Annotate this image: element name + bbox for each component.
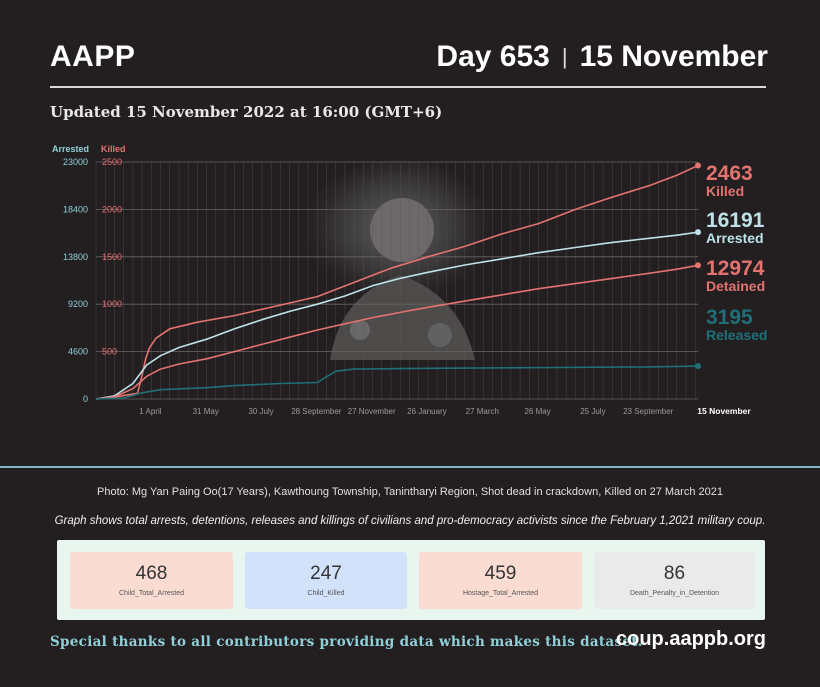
series-endpoint-killed [695, 162, 701, 169]
stat-value: 247 [310, 563, 342, 584]
photo-credit: Photo: Mg Yan Paing Oo(17 Years), Kawtho… [97, 486, 723, 498]
series-final-value: 3195 [706, 306, 753, 329]
stat-value: 86 [663, 563, 686, 584]
right-tick-label: 1000 [102, 299, 122, 309]
x-tick-label: 1 April [139, 407, 161, 416]
x-tick-label: 28 September [291, 407, 342, 416]
updated-timestamp: Updated 15 November 2022 at 16:00 (GMT+6… [50, 103, 443, 121]
series-final-value: 16191 [706, 209, 765, 232]
series-endpoint-arrested [695, 229, 701, 236]
series-final-value: 2463 [706, 162, 753, 185]
x-tick-label: 26 May [524, 407, 550, 416]
left-tick-label: 18400 [63, 204, 88, 214]
stat-label: Child_Total_Arrested [119, 590, 184, 597]
stat-card-child-arrested: 468 Child_Total_Arrested [70, 552, 233, 609]
line-chart: 23000 18400 13800 9200 4600 0 2500 2000 1500 100… [52, 144, 767, 416]
stat-card-death-penalty: 86 Death_Penalty_in_Detention [594, 552, 755, 609]
stat-card-child-killed: 247 Child_Killed [245, 552, 407, 609]
photo-portrait [303, 160, 493, 360]
left-tick-label: 4600 [68, 347, 88, 357]
x-tick-label: 30 July [248, 407, 273, 416]
stat-label: Death_Penalty_in_Detention [629, 590, 720, 597]
brand-title: AAPP [50, 40, 136, 73]
series-lines [95, 162, 701, 400]
x-tick-label: 27 November [348, 407, 396, 416]
day-separator: | [561, 44, 568, 69]
day-label: Day 653 [436, 40, 550, 73]
x-axis: 1 April 31 May 30 July 28 September 27 Novem… [139, 406, 751, 416]
chart-grid [95, 161, 698, 400]
section-divider [0, 466, 820, 468]
x-tick-label: 25 July [580, 407, 605, 416]
left-axis-title: Arrested [52, 144, 89, 154]
right-axis: 2500 2000 1500 1000 500 [102, 157, 122, 357]
left-tick-label: 23000 [63, 157, 88, 167]
stat-value: 459 [484, 563, 517, 584]
series-endpoint-detained [695, 262, 701, 269]
x-tick-label: 23 September [623, 407, 674, 416]
graph-description: Graph shows total arrests, detentions, r… [54, 515, 766, 527]
left-axis: 23000 18400 13800 9200 4600 0 [63, 157, 88, 404]
series-name-label: Killed [706, 183, 744, 199]
header-rule [50, 86, 766, 88]
series-final-value: 12974 [706, 257, 765, 280]
x-tick-label: 26 January [407, 407, 447, 416]
x-tick-label: 27 March [466, 407, 499, 416]
series-line-killed [95, 164, 699, 400]
day-counter: Day 653 | 15 November [436, 40, 768, 74]
right-axis-title: Killed [101, 144, 126, 154]
series-name-label: Released [706, 327, 767, 343]
thanks-note: Special thanks to all contributors provi… [50, 634, 643, 650]
stat-label: Hostage_Total_Arrested [462, 590, 539, 597]
x-tick-label: 31 May [193, 407, 219, 416]
date-label: 15 November [579, 40, 768, 73]
stat-card-hostage-arrested: 459 Hostage_Total_Arrested [419, 552, 582, 609]
left-tick-label: 0 [83, 394, 88, 404]
site-url[interactable]: coup.aappb.org [616, 628, 766, 650]
left-tick-label: 13800 [63, 252, 88, 262]
series-name-label: Detained [706, 278, 765, 294]
left-tick-label: 9200 [68, 299, 88, 309]
right-tick-label: 1500 [102, 252, 122, 262]
stat-label: Child_Killed [307, 590, 345, 597]
stats-panel: 468 Child_Total_Arrested 247 Child_Kille… [57, 540, 765, 620]
right-tick-label: 2000 [102, 204, 122, 214]
series-name-label: Arrested [706, 230, 764, 246]
series-line-arrested [95, 231, 699, 400]
series-line-released [95, 365, 699, 400]
series-endpoint-released [695, 363, 701, 370]
series-line-detained [95, 264, 699, 400]
stat-value: 468 [135, 563, 168, 584]
x-tick-label: 15 November [697, 406, 751, 416]
right-tick-label: 2500 [102, 157, 122, 167]
right-tick-label: 500 [102, 347, 117, 357]
